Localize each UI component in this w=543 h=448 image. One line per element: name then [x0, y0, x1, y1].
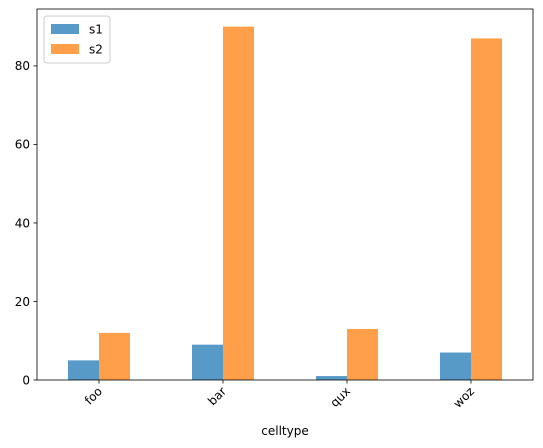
x-tick-label: woz [451, 384, 477, 410]
legend-swatch-s1 [51, 24, 79, 34]
legend-label-s2: s2 [89, 43, 103, 57]
y-tick-label: 60 [15, 138, 30, 152]
x-tick-label: foo [82, 384, 105, 407]
y-axis-ticks: 0 20 40 60 80 [15, 59, 37, 387]
bar-s2-bar [223, 26, 254, 380]
bar-s1-woz [440, 352, 471, 380]
y-tick-label: 20 [15, 295, 30, 309]
x-tick-label: qux [327, 384, 353, 410]
x-axis-label: celltype [261, 424, 308, 438]
y-tick-label: 0 [22, 373, 30, 387]
bar-s1-qux [316, 376, 347, 380]
legend-swatch-s2 [51, 44, 79, 54]
plot-frame [36, 8, 534, 381]
legend-label-s1: s1 [89, 23, 103, 37]
y-tick-label: 80 [15, 59, 30, 73]
x-tick-label: bar [205, 384, 229, 408]
bar-s2-foo [99, 332, 130, 380]
x-axis-ticks: foo bar qux woz [82, 380, 477, 411]
bars-group [68, 26, 502, 380]
plot-background [37, 9, 533, 380]
bar-s2-woz [471, 38, 502, 380]
y-tick-label: 40 [15, 216, 30, 230]
bar-s1-foo [68, 360, 99, 380]
bar-s2-qux [347, 328, 378, 380]
bar-s1-bar [192, 344, 223, 380]
